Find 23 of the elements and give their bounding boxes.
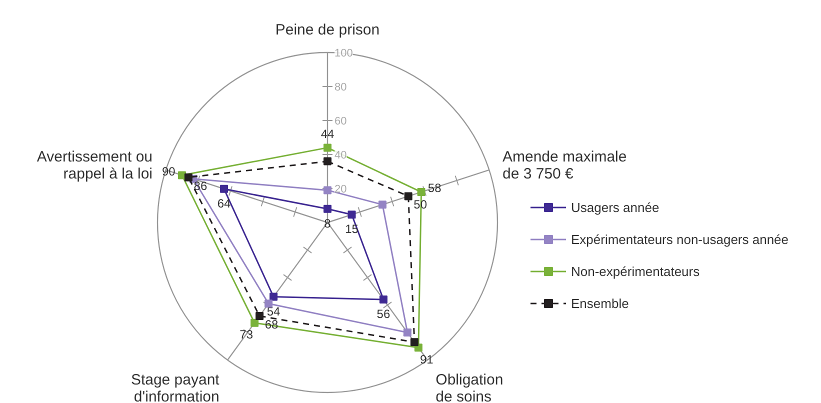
spoke-label: Avertissement ou rappel à la loi: [36, 148, 153, 183]
data-label: 56: [376, 307, 390, 322]
spoke-label: Amende maximale de 3 750 €: [502, 148, 627, 183]
legend-label: Ensemble: [571, 296, 629, 310]
data-label: 58: [428, 181, 442, 196]
data-label: 44: [320, 127, 334, 142]
data-label: 73: [240, 328, 254, 342]
data-label: 64: [217, 196, 232, 210]
data-label: 90: [162, 164, 176, 178]
legend-label: Expérimentateurs non-usagers année: [571, 232, 789, 246]
y-tick-label: 80: [334, 82, 347, 94]
y-tick-label: 60: [334, 116, 347, 128]
legend-label: Usagers année: [571, 200, 660, 214]
y-tick-label: 20: [334, 184, 347, 196]
spoke-label: Stage payant d'information: [130, 371, 220, 403]
y-tick-label: 100: [334, 48, 353, 60]
legend-label: Non-expérimentateurs: [571, 264, 700, 278]
y-tick-label: 40: [334, 150, 347, 162]
spoke-label: Peine de prison: [275, 22, 380, 38]
data-label: 54: [266, 304, 281, 318]
spoke-label: Obligation de soins: [436, 371, 504, 403]
data-label: 91: [420, 352, 434, 366]
data-label: 8: [324, 216, 332, 230]
